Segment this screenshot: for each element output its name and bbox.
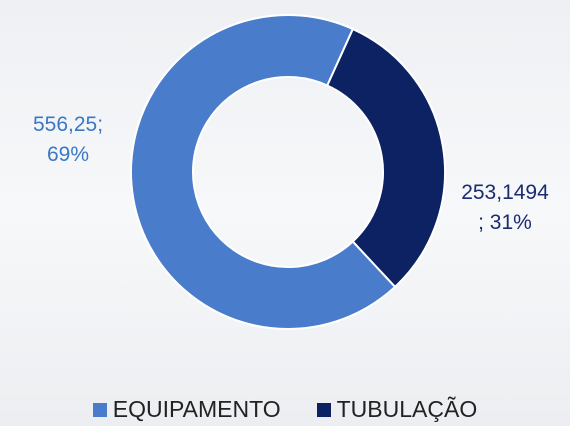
data-label: 253,1494 ; 31% — [461, 181, 549, 234]
legend-item: TUBULAÇÃO — [316, 396, 478, 423]
legend-label: EQUIPAMENTO — [112, 396, 281, 422]
donut-slice — [130, 14, 397, 330]
legend: EQUIPAMENTO TUBULAÇÃO — [0, 396, 570, 423]
legend-swatch — [92, 402, 107, 417]
legend-label: TUBULAÇÃO — [336, 396, 478, 422]
data-label: 556,25; 69% — [32, 113, 104, 166]
legend-swatch — [316, 402, 331, 417]
donut-slice — [325, 27, 446, 289]
legend-item: EQUIPAMENTO — [92, 396, 281, 423]
